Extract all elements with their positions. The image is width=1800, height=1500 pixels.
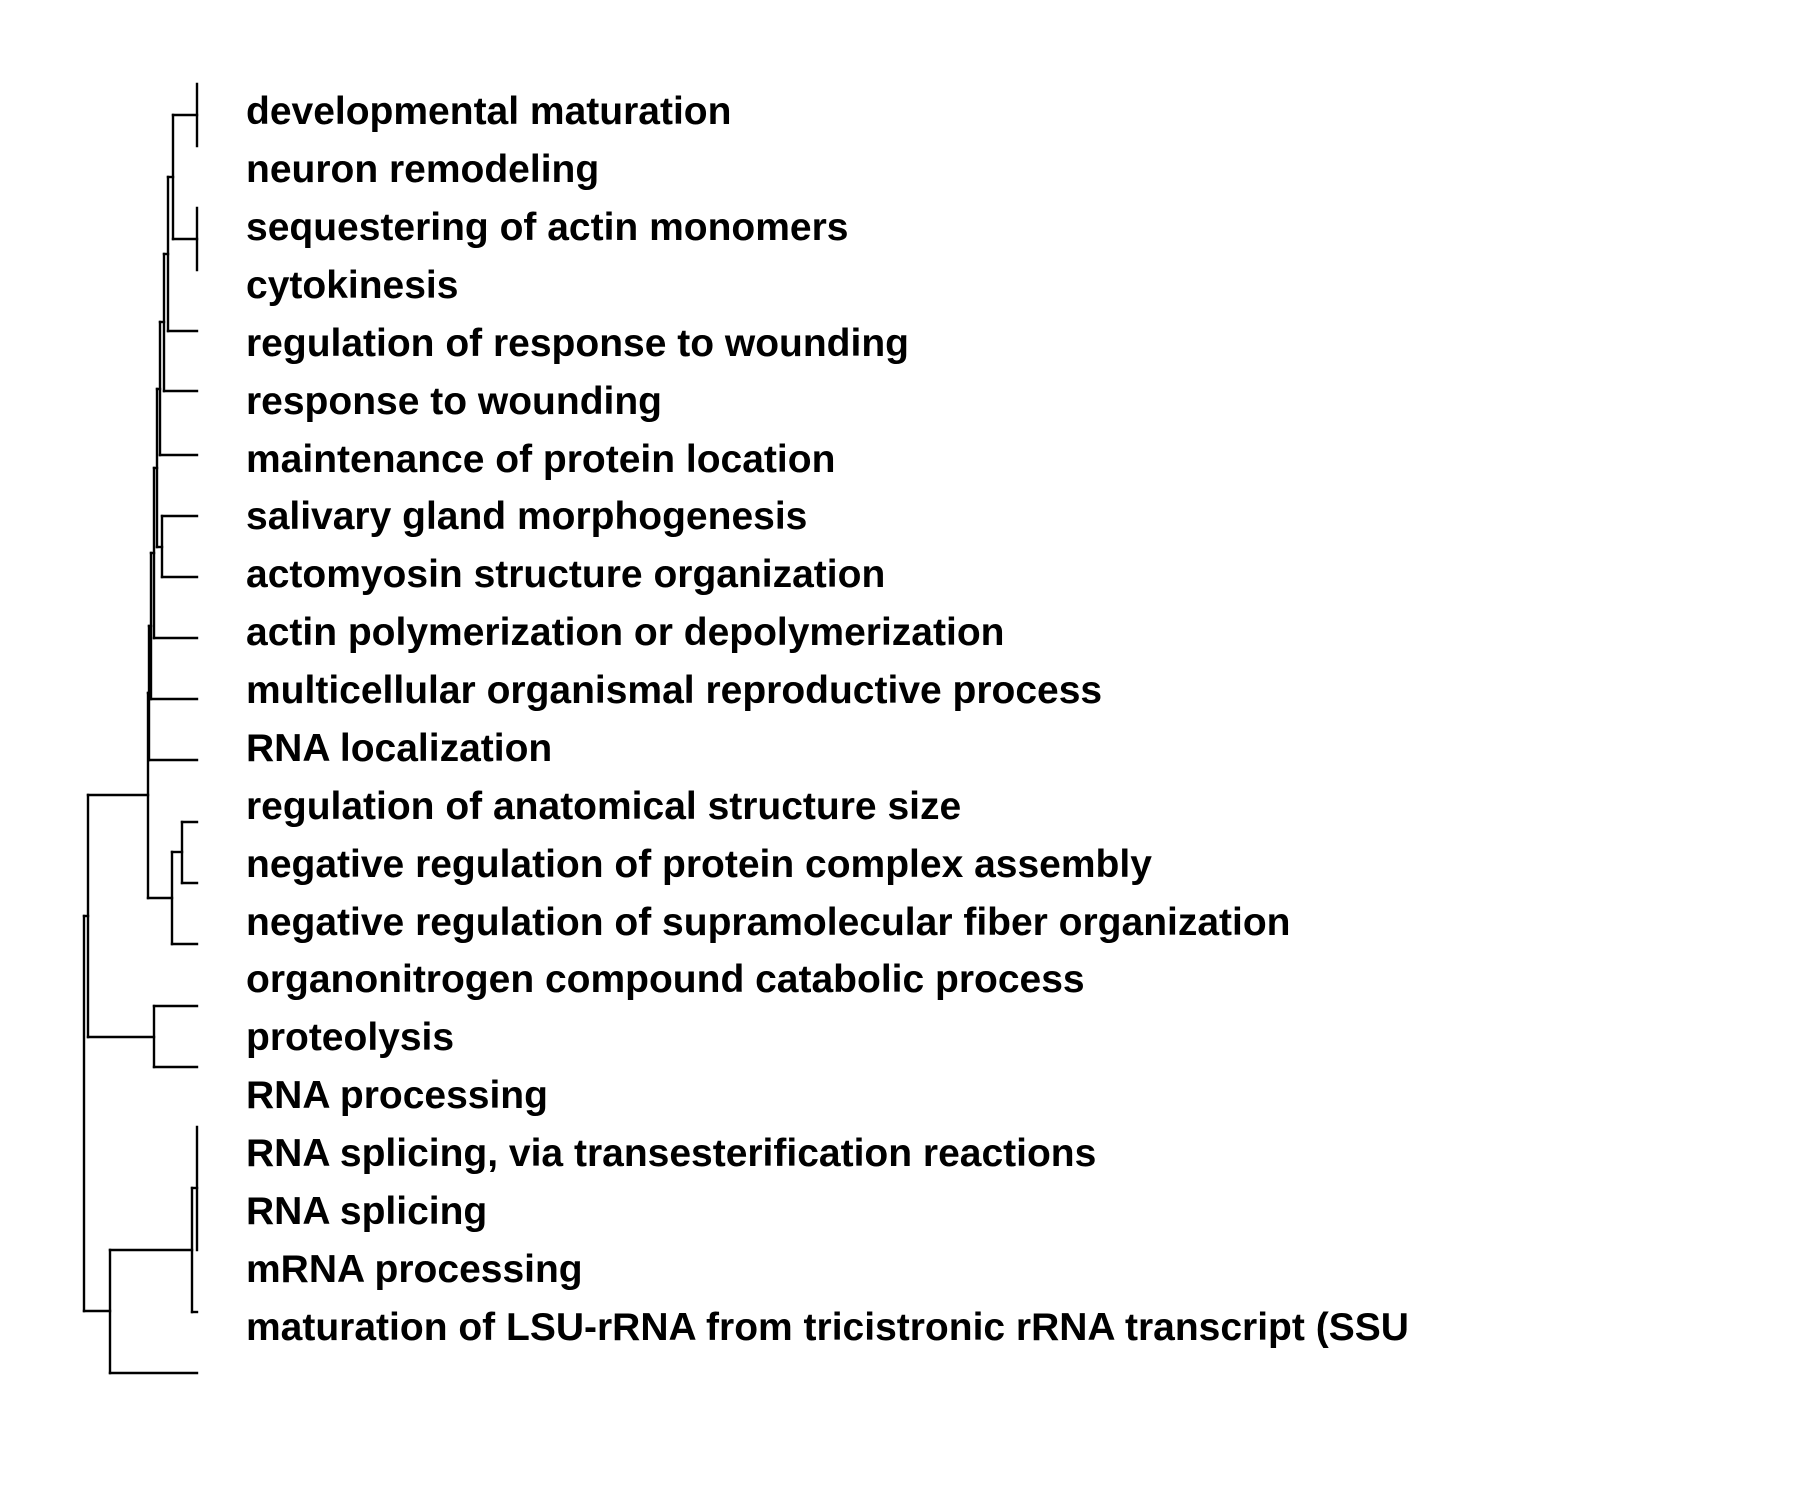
leaf-label: actin polymerization or depolymerization [246, 611, 1004, 654]
leaf-label: negative regulation of protein complex a… [246, 843, 1152, 886]
leaf-label: organonitrogen compound catabolic proces… [246, 958, 1085, 1001]
leaf-label: mRNA processing [246, 1248, 583, 1291]
leaf-label: RNA splicing [246, 1190, 487, 1233]
leaf-label: RNA splicing, via transesterification re… [246, 1132, 1096, 1175]
leaf-label: neuron remodeling [246, 148, 599, 191]
leaf-label: multicellular organismal reproductive pr… [246, 669, 1102, 712]
leaf-label: response to wounding [246, 380, 662, 423]
leaf-label: salivary gland morphogenesis [246, 495, 807, 538]
leaf-labels: developmental maturation neuron remodeli… [246, 90, 1409, 1349]
leaf-label: RNA localization [246, 727, 552, 770]
leaf-label: proteolysis [246, 1016, 454, 1059]
dendrogram-branches [82, 82, 199, 1375]
leaf-label: sequestering of actin monomers [246, 206, 848, 249]
leaf-label: regulation of response to wounding [246, 322, 909, 365]
leaf-label: regulation of anatomical structure size [246, 785, 961, 828]
leaf-label: maturation of LSU-rRNA from tricistronic… [246, 1306, 1409, 1349]
leaf-label: developmental maturation [246, 90, 731, 133]
leaf-label: negative regulation of supramolecular fi… [246, 901, 1291, 944]
leaf-label: maintenance of protein location [246, 438, 835, 481]
leaf-label: actomyosin structure organization [246, 553, 885, 596]
leaf-label: cytokinesis [246, 264, 458, 307]
leaf-label: RNA processing [246, 1074, 548, 1117]
